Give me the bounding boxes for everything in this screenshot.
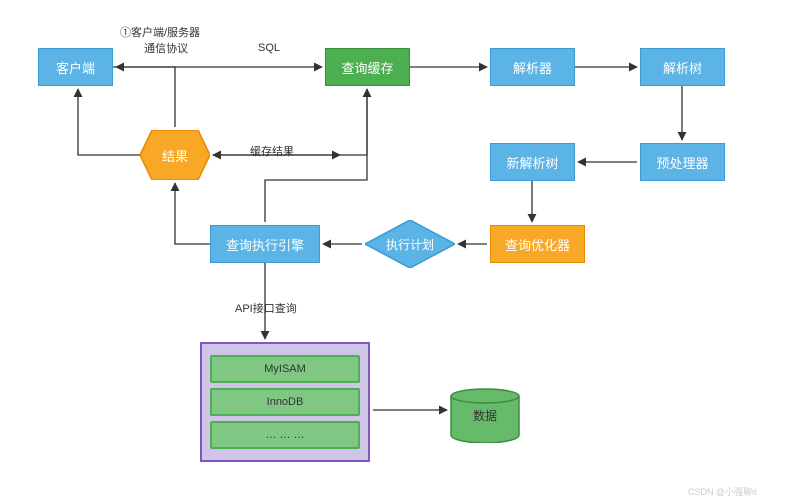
watermark: CSDN @小强聊it bbox=[688, 485, 757, 498]
node-client: 客户端 bbox=[38, 48, 113, 86]
edge-label-sql: SQL bbox=[258, 42, 280, 54]
storage-engine-item: … … … bbox=[210, 421, 360, 449]
node-engine: 查询执行引擎 bbox=[210, 225, 320, 263]
node-newtree: 新解析树 bbox=[490, 143, 575, 181]
node-result: 结果 bbox=[140, 130, 210, 180]
node-parsetree: 解析树 bbox=[640, 48, 725, 86]
storage-engine-item: InnoDB bbox=[210, 388, 360, 416]
edge-label-api: API接口查询 bbox=[235, 300, 297, 316]
edge-label-cacheres: 缓存结果 bbox=[250, 143, 294, 159]
node-plan: 执行计划 bbox=[365, 220, 455, 268]
storage-engine-item: MyISAM bbox=[210, 355, 360, 383]
node-data: 数据 bbox=[450, 388, 520, 443]
node-parser: 解析器 bbox=[490, 48, 575, 86]
edge-label-protocol: ①客户端/服务器 通信协议 bbox=[120, 24, 200, 56]
node-optimizer: 查询优化器 bbox=[490, 225, 585, 263]
node-cache: 查询缓存 bbox=[325, 48, 410, 86]
node-storage: MyISAM InnoDB … … … bbox=[200, 342, 370, 462]
node-preproc: 预处理器 bbox=[640, 143, 725, 181]
